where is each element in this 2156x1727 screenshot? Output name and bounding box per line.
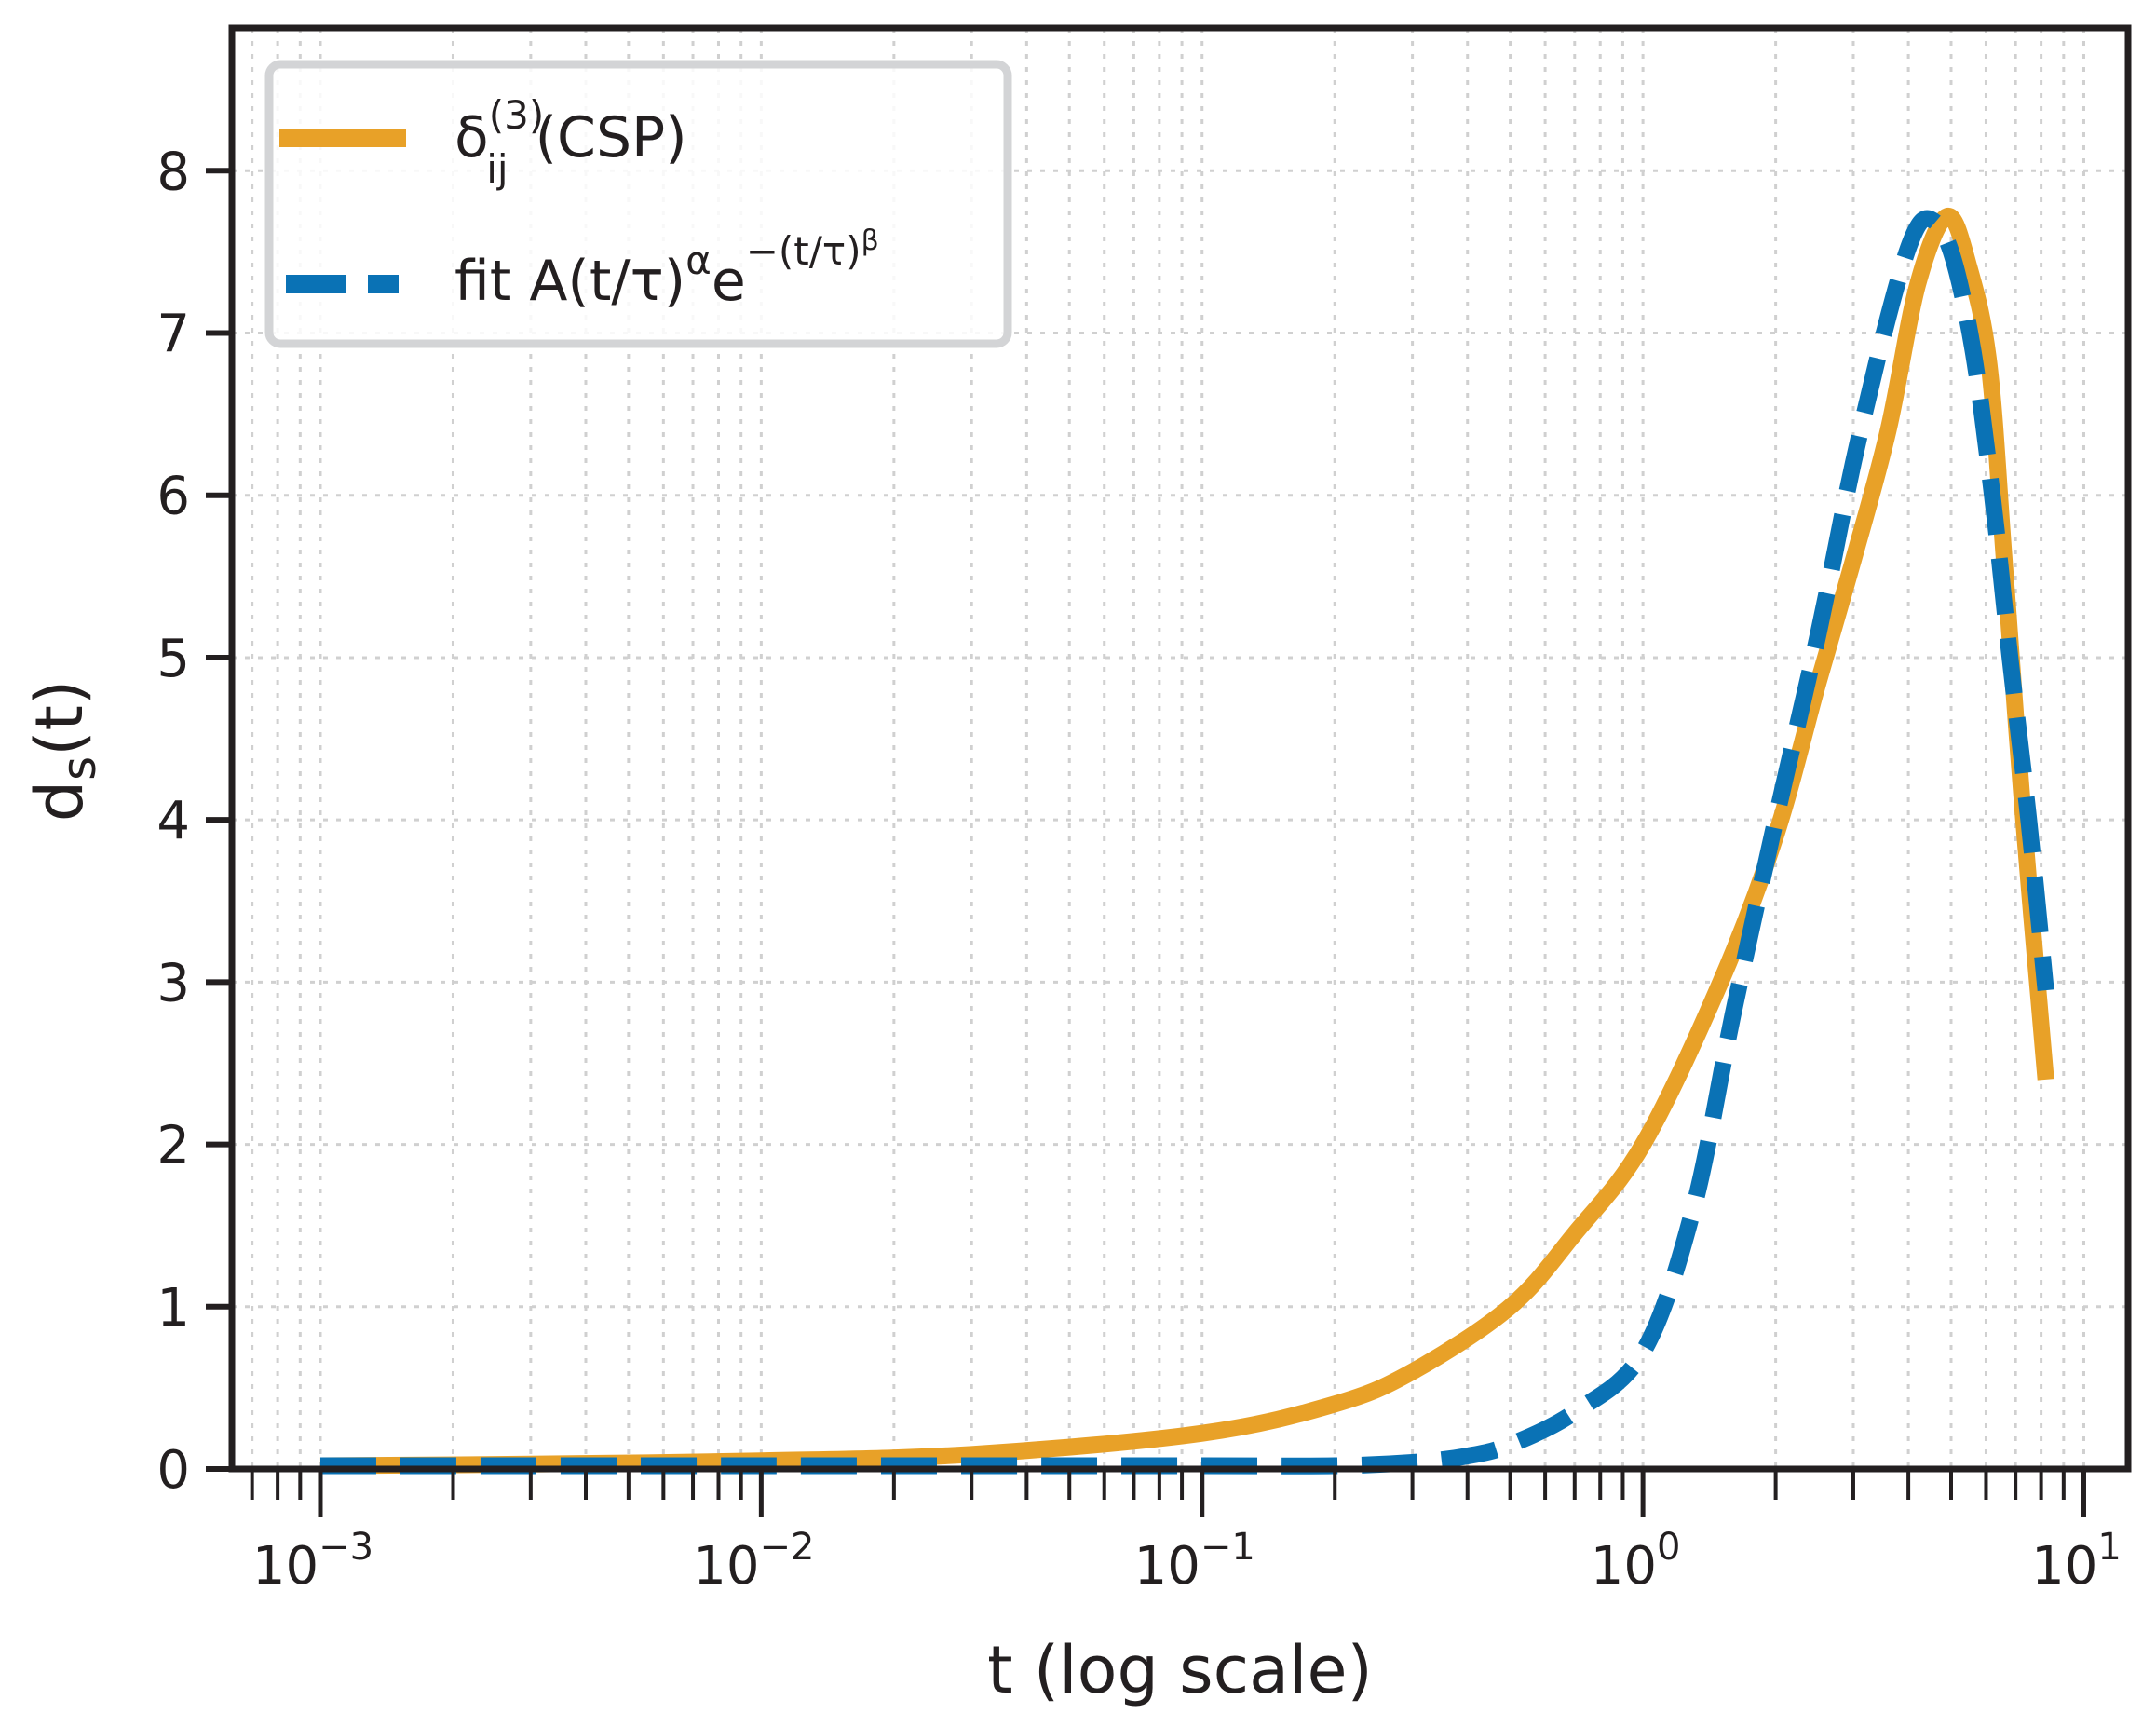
y-tick-label: 4 xyxy=(156,791,190,851)
y-tick-label: 5 xyxy=(156,629,190,689)
series-line-fit xyxy=(319,210,2054,1475)
y-tick-label: 6 xyxy=(156,467,190,527)
x-tick-label: 100 xyxy=(1591,1526,1681,1597)
legend-label-csp: δ(3) ij (CSP) xyxy=(454,92,687,192)
y-axis-label: ds(t) xyxy=(21,680,106,823)
y-tick-label: 3 xyxy=(156,953,190,1013)
legend-label-fit: fit A(t/τ)αe−(t/τ)β xyxy=(454,224,879,314)
y-tick-label: 0 xyxy=(156,1440,190,1501)
legend-box xyxy=(264,60,1012,348)
grid xyxy=(232,28,2128,1471)
axes: 0 1 2 3 4 5 6 7 8 10−3 10−2 10−1 100 101 xyxy=(156,24,2132,1597)
series-lines xyxy=(319,208,2054,1475)
x-axis-label: t (log scale) xyxy=(987,1632,1373,1708)
x-tick-label: 10−3 xyxy=(252,1526,373,1597)
y-tick-label: 1 xyxy=(156,1278,190,1339)
x-tick-label: 10−1 xyxy=(1134,1526,1255,1597)
x-tick-label: 10−2 xyxy=(693,1526,814,1597)
y-tick-label: 2 xyxy=(156,1116,190,1176)
series-line-csp xyxy=(319,208,2054,1475)
x-tick-label: 101 xyxy=(2031,1526,2122,1597)
legend: δ(3) ij (CSP) fit A(t/τ)αe−(t/τ)β xyxy=(264,60,1012,348)
plot-frame xyxy=(228,24,2132,1473)
y-tick-label: 7 xyxy=(156,305,190,365)
y-tick-label: 8 xyxy=(156,142,190,202)
